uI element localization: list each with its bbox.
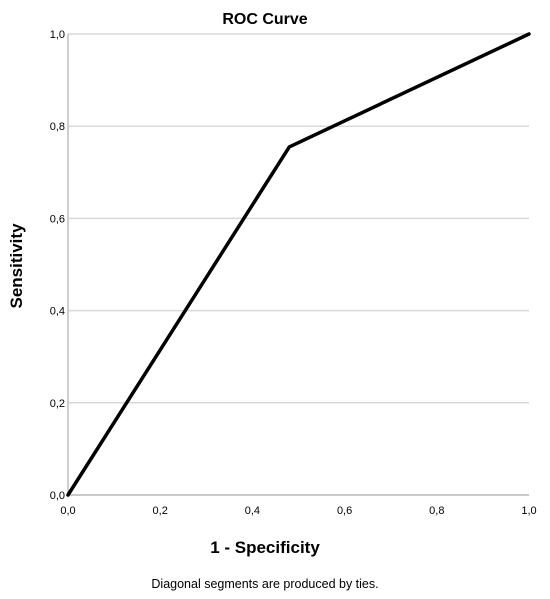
y-tick-label: 0,8 bbox=[50, 121, 65, 133]
y-tick-label: 0,6 bbox=[50, 213, 65, 225]
chart-footnote: Diagonal segments are produced by ties. bbox=[151, 577, 378, 591]
y-tick-label: 0,4 bbox=[50, 306, 65, 318]
y-tick-label: 1,0 bbox=[50, 29, 65, 41]
x-tick-label: 0,8 bbox=[429, 505, 444, 517]
x-tick-label: 0,4 bbox=[245, 505, 260, 517]
chart-title: ROC Curve bbox=[222, 11, 307, 28]
roc-curve-line bbox=[66, 32, 531, 497]
tick-labels: 0,0 0,2 0,4 0,6 0,8 1,0 0,0 0,2 0,4 0,6 0,8 1,0 bbox=[50, 29, 537, 517]
x-tick-label: 1,0 bbox=[521, 505, 536, 517]
axes bbox=[67, 34, 529, 496]
y-axis-label: Sensitivity bbox=[7, 223, 26, 309]
series-layer bbox=[66, 32, 531, 497]
x-axis-label: 1 - Specificity bbox=[210, 538, 320, 557]
y-tick-label: 0,0 bbox=[50, 490, 65, 502]
x-tick-label: 0,2 bbox=[153, 505, 168, 517]
x-tick-label: 0,6 bbox=[337, 505, 352, 517]
y-tick-label: 0,2 bbox=[50, 398, 65, 410]
x-tick-label: 0,0 bbox=[60, 505, 75, 517]
gridlines bbox=[68, 33, 529, 496]
